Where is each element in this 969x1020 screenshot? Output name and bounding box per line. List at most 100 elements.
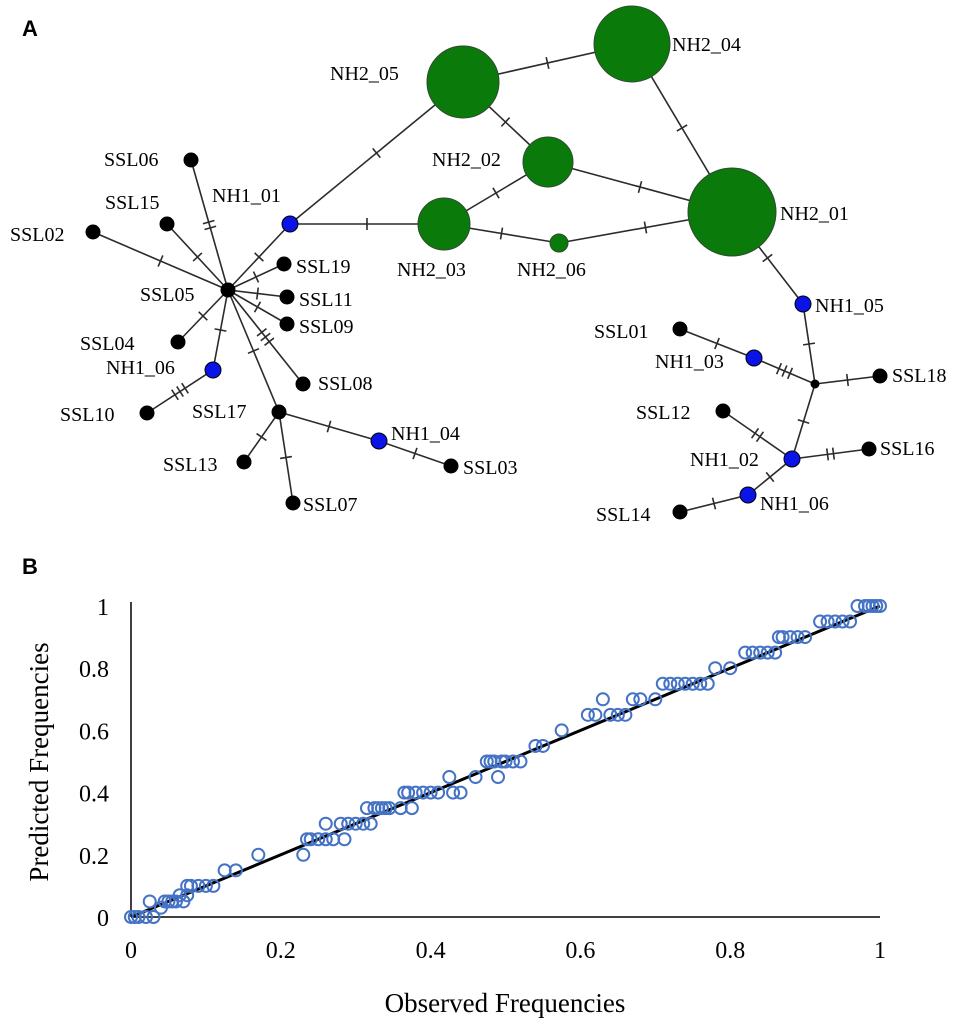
x-tick-label: 0 bbox=[125, 938, 137, 964]
network-edge bbox=[227, 223, 291, 291]
scatter-point bbox=[363, 816, 378, 831]
node-label-ssl06: SSL06 bbox=[104, 149, 158, 171]
scatter-point bbox=[528, 738, 543, 753]
network-edge bbox=[378, 440, 452, 467]
mutation-mark bbox=[775, 362, 783, 375]
node-label-ssl07: SSL07 bbox=[303, 494, 357, 516]
node-ssl16 bbox=[861, 441, 877, 457]
node-label-nh1-02: NH1_02 bbox=[690, 449, 759, 471]
node-label-ssl09: SSL09 bbox=[299, 316, 353, 338]
scatter-point bbox=[663, 676, 678, 691]
y-tick-labels: 0 0.2 0.4 0.6 0.8 1 bbox=[79, 595, 109, 932]
scatter-point bbox=[685, 676, 700, 691]
network-edge bbox=[278, 411, 380, 442]
scatter-point bbox=[468, 770, 483, 785]
network-edge bbox=[802, 303, 816, 385]
scatter-point bbox=[404, 801, 419, 816]
node-ssl11 bbox=[279, 289, 295, 305]
scatter-point bbox=[311, 832, 326, 847]
scatter-point bbox=[303, 832, 318, 847]
mutation-mark bbox=[256, 432, 267, 442]
node-ssl01 bbox=[672, 321, 688, 337]
node-label-nh2-06: NH2_06 bbox=[517, 259, 586, 281]
scatter-point bbox=[738, 645, 753, 660]
node-label-ssl16: SSL16 bbox=[880, 438, 934, 460]
scatter-point bbox=[505, 754, 520, 769]
node-ssl02 bbox=[85, 224, 101, 240]
scatter-point bbox=[356, 816, 371, 831]
scatter-point bbox=[318, 816, 333, 831]
mutation-mark bbox=[786, 367, 794, 380]
node-nh2-02 bbox=[522, 136, 574, 188]
mutation-mark bbox=[260, 332, 271, 342]
node-nh2-03 bbox=[417, 197, 471, 251]
scatter-point bbox=[768, 645, 783, 660]
scatter-point bbox=[595, 692, 610, 707]
mutation-mark bbox=[256, 327, 267, 337]
edge-line bbox=[791, 448, 870, 460]
mutation-mark bbox=[831, 447, 836, 460]
mutation-mark bbox=[643, 221, 648, 234]
scatter-point bbox=[423, 785, 438, 800]
mutation-mark bbox=[750, 427, 760, 439]
y-axis-title: Predicted Frequencies bbox=[24, 642, 54, 881]
scatter-point bbox=[333, 816, 348, 831]
mutation-mark bbox=[279, 455, 293, 460]
node-ssl05 bbox=[220, 282, 236, 298]
scatter-point bbox=[535, 738, 550, 753]
node-ssl19 bbox=[276, 256, 292, 272]
scatter-point bbox=[131, 910, 146, 924]
scatter-point bbox=[138, 910, 153, 924]
y-tick-label: 0.2 bbox=[79, 844, 109, 870]
node-nh1-06b bbox=[739, 486, 757, 504]
y-tick-label: 0.6 bbox=[79, 719, 109, 745]
scatter-point bbox=[431, 785, 446, 800]
node-label-ssl15: SSL15 bbox=[105, 192, 159, 214]
scatter-point bbox=[813, 614, 828, 629]
node-label-ssl05: SSL05 bbox=[140, 284, 194, 306]
scatter-point bbox=[760, 645, 775, 660]
scatter-point bbox=[491, 770, 506, 785]
node-label-nh1-01: NH1_01 bbox=[212, 185, 281, 207]
scatter-point bbox=[161, 894, 176, 909]
network-edge bbox=[177, 289, 229, 343]
network-edge bbox=[278, 411, 294, 504]
scatter-point bbox=[655, 676, 670, 691]
scatter-point bbox=[191, 878, 206, 893]
scatter-point bbox=[693, 676, 708, 691]
scatter-point bbox=[745, 645, 760, 660]
node-ssl03 bbox=[443, 458, 459, 474]
scatter-point bbox=[610, 707, 625, 722]
node-label-nh2-01: NH2_01 bbox=[780, 203, 849, 225]
node-ssl09 bbox=[279, 316, 295, 332]
network-edge bbox=[289, 81, 464, 225]
scatter-point bbox=[183, 878, 198, 893]
node-label-nh1-05: NH1_05 bbox=[815, 295, 884, 317]
node-label-nh1-06b: NH1_06 bbox=[760, 493, 829, 515]
network-nodes bbox=[85, 5, 888, 520]
scatter-point bbox=[408, 785, 423, 800]
node-nh1-01 bbox=[281, 215, 299, 233]
scatter-point bbox=[783, 630, 798, 645]
mutation-mark bbox=[825, 448, 830, 461]
node-label-nh1-06a: NH1_06 bbox=[106, 357, 175, 379]
node-label-ssl01: SSL01 bbox=[594, 321, 648, 343]
node-label-ssl19: SSL19 bbox=[296, 256, 350, 278]
scatter-point bbox=[580, 707, 595, 722]
scatter-point bbox=[835, 614, 850, 629]
y-tick-label: 0.4 bbox=[79, 782, 109, 808]
mutation-mark bbox=[198, 311, 208, 321]
mutation-mark bbox=[762, 253, 773, 263]
scatter-point bbox=[648, 692, 663, 707]
scatter-point bbox=[828, 614, 843, 629]
scatter-point bbox=[498, 754, 513, 769]
node-label-ssl17: SSL17 bbox=[192, 401, 246, 423]
network-edge bbox=[791, 383, 816, 460]
x-tick-label: 1 bbox=[874, 938, 886, 964]
scatter-point bbox=[337, 832, 352, 847]
scatter-point bbox=[723, 661, 738, 676]
network-edge bbox=[227, 289, 288, 325]
mutation-mark bbox=[545, 56, 550, 70]
node-label-ssl10: SSL10 bbox=[60, 404, 114, 426]
